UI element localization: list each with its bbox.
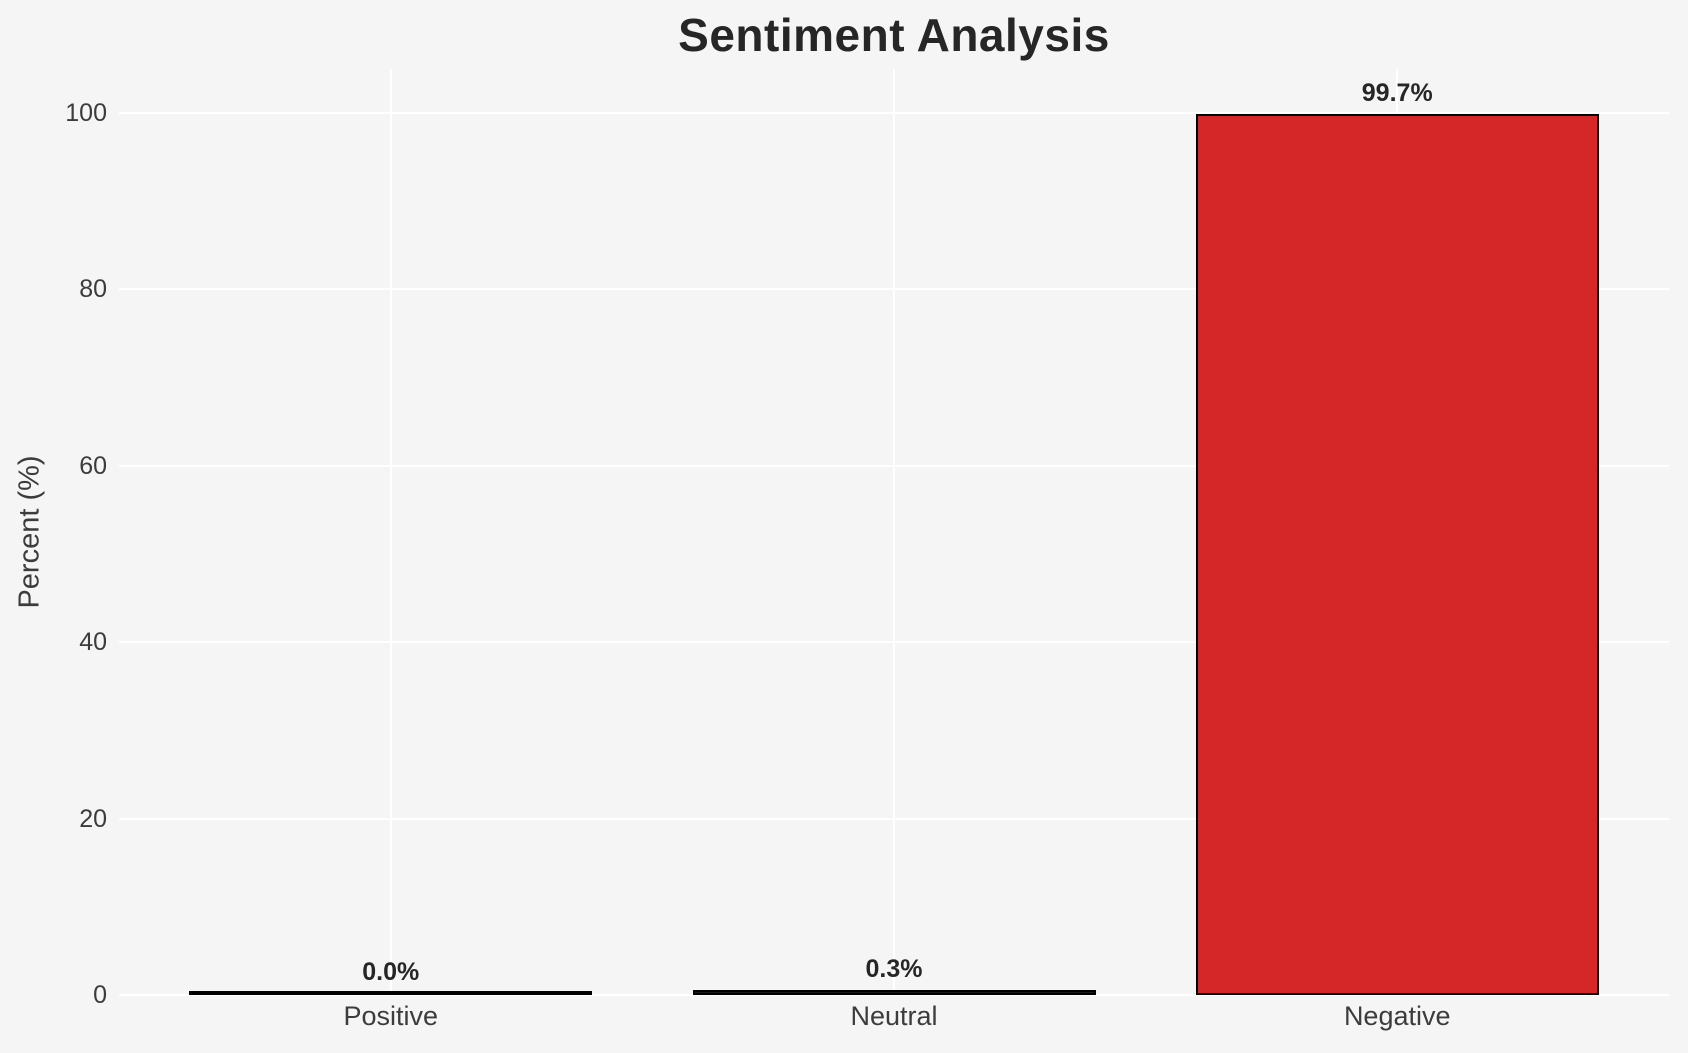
gridline-horizontal bbox=[119, 994, 1669, 996]
x-tick-label: Negative bbox=[1343, 1001, 1451, 1031]
gridline-vertical bbox=[389, 69, 392, 995]
y-tick-label: 80 bbox=[79, 275, 107, 304]
bar-negative bbox=[1195, 113, 1599, 995]
y-tick-label: 100 bbox=[65, 99, 107, 128]
gridline-vertical bbox=[893, 69, 895, 995]
plot-area: 0.0% Positive 0.3% Neutral 99.7% Negative bbox=[119, 69, 1669, 1031]
bar-value-label: 0.0% bbox=[362, 957, 420, 986]
y-tick-label: 40 bbox=[79, 628, 107, 657]
bar-value-label: 99.7% bbox=[1361, 78, 1433, 107]
y-tick-label: 20 bbox=[79, 804, 107, 833]
y-tick-label: 60 bbox=[79, 451, 107, 480]
bar-positive bbox=[189, 991, 593, 995]
bar-neutral bbox=[692, 990, 1096, 995]
bar-value-label: 0.3% bbox=[865, 955, 923, 984]
x-tick-label: Positive bbox=[343, 1001, 439, 1031]
chart-title: Sentiment Analysis bbox=[678, 9, 1110, 61]
x-tick-label: Neutral bbox=[850, 1001, 938, 1031]
y-tick-label: 0 bbox=[93, 981, 107, 1009]
